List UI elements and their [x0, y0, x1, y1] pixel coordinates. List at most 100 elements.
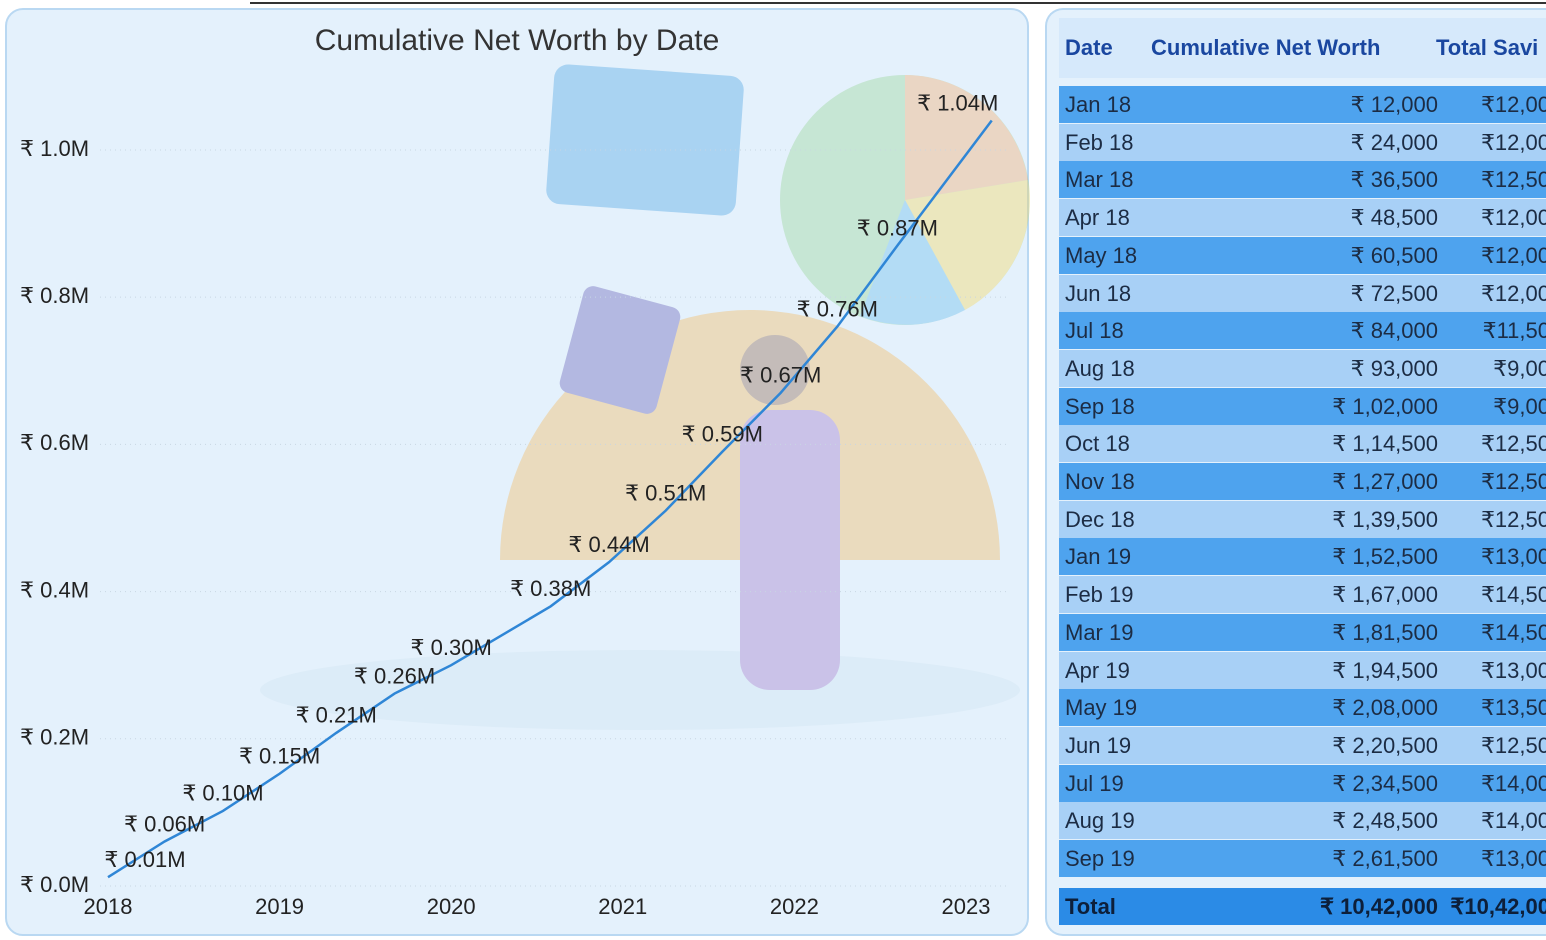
table-cell: Total [1065, 894, 1116, 919]
table-cell: ₹ 2,20,500 [1332, 732, 1438, 758]
table-cell: Aug 19 [1065, 808, 1135, 834]
table-cell: ₹12,00 [1480, 242, 1546, 268]
y-tick-label: ₹ 0.0M [20, 872, 89, 897]
table-row: Jan 18 ₹ 12,000 ₹12,00 [1059, 86, 1546, 123]
table-cell: ₹12,00 [1480, 129, 1546, 155]
table-cell: ₹ 1,02,000 [1332, 393, 1438, 419]
illustration-person [740, 410, 840, 690]
y-tick-label: ₹ 0.6M [20, 430, 89, 455]
data-label: ₹ 0.44M [568, 532, 649, 557]
data-label: ₹ 0.01M [104, 847, 185, 872]
table-row: Oct 18 ₹ 1,14,500 ₹12,50 [1059, 425, 1546, 463]
x-tick-label: 2022 [770, 894, 819, 919]
table-cell: ₹ 1,27,000 [1332, 469, 1438, 494]
table-cell: Mar 19 [1065, 619, 1134, 645]
table-cell: ₹12,50 [1480, 732, 1546, 758]
y-tick-label: ₹ 0.2M [20, 725, 89, 750]
table-cell: ₹ 2,61,500 [1332, 846, 1438, 871]
table-cell: ₹ 2,34,500 [1332, 770, 1438, 796]
y-tick-label: ₹ 0.8M [20, 283, 89, 308]
table-cell: ₹14,50 [1480, 619, 1546, 645]
table-cell: ₹12,50 [1480, 431, 1546, 457]
table-row: Mar 18 ₹ 36,500 ₹12,50 [1059, 161, 1546, 199]
table-cell: ₹11,50 [1482, 318, 1546, 344]
y-tick-label: ₹ 1.0M [20, 136, 89, 161]
table-cell: ₹ 1,52,500 [1332, 544, 1438, 570]
table-row: Aug 18 ₹ 93,000 ₹9,00 [1059, 349, 1546, 387]
illustration-pie-slice [905, 180, 1030, 310]
table-cell: ₹12,00 [1480, 205, 1546, 231]
table-cell: ₹9,00 [1493, 393, 1546, 419]
data-label: ₹ 0.51M [625, 480, 706, 505]
data-label: ₹ 0.26M [354, 663, 435, 688]
table-row: Total ₹ 10,42,000 ₹10,42,00 [1059, 888, 1546, 925]
table-cell: Jan 19 [1065, 544, 1132, 570]
table-cell: ₹13,00 [1480, 846, 1546, 871]
data-label: ₹ 0.38M [510, 576, 591, 601]
table-row: Nov 18 ₹ 1,27,000 ₹12,50 [1059, 463, 1546, 500]
table-cell: Oct 18 [1065, 431, 1130, 457]
illustration-card [546, 64, 744, 216]
table-cell: Sep 18 [1065, 393, 1135, 419]
table-row: May 19 ₹ 2,08,000 ₹13,50 [1059, 689, 1546, 727]
data-label: ₹ 0.06M [124, 811, 205, 836]
table-cell: ₹ 1,67,000 [1332, 582, 1438, 608]
table-cell: ₹ 1,14,500 [1332, 431, 1438, 457]
table-row: Apr 19 ₹ 1,94,500 ₹13,00 [1059, 651, 1546, 689]
table-cell: Apr 19 [1065, 657, 1130, 683]
data-label: ₹ 0.76M [797, 296, 878, 321]
table-cell: ₹12,50 [1480, 469, 1546, 494]
table-row: Jul 19 ₹ 2,34,500 ₹14,00 [1059, 764, 1546, 802]
table-cell: ₹12,50 [1480, 506, 1546, 532]
data-label: ₹ 0.67M [740, 363, 821, 388]
table-cell: Nov 18 [1065, 469, 1135, 494]
table-cell: Feb 18 [1065, 129, 1134, 155]
table-cell: ₹ 2,48,500 [1332, 808, 1438, 834]
table-cell: Jun 19 [1065, 732, 1132, 758]
line-series [107, 119, 993, 879]
illustration-pie [780, 75, 1030, 325]
table-cell: ₹14,00 [1480, 808, 1546, 834]
table-row: Sep 19 ₹ 2,61,500 ₹13,00 [1059, 840, 1546, 877]
illustration-head [740, 335, 810, 405]
x-tick-label: 2021 [598, 894, 647, 919]
illustration-calculator [559, 286, 681, 414]
table-cell: Dec 18 [1065, 506, 1135, 532]
table-cell: ₹14,50 [1480, 582, 1546, 608]
table-cell: ₹13,00 [1480, 544, 1546, 570]
table-cell: ₹13,50 [1480, 695, 1546, 721]
data-label: ₹ 1.04M [917, 90, 998, 115]
table-cell: May 18 [1065, 242, 1138, 268]
x-tick-label: 2020 [427, 894, 476, 919]
table-cell: Total Savi [1436, 35, 1539, 60]
table-cell: ₹ 93,000 [1350, 355, 1438, 381]
table-cell: ₹ 48,500 [1350, 205, 1438, 231]
table-cell: Jul 18 [1065, 318, 1124, 344]
table-row: Dec 18 ₹ 1,39,500 ₹12,50 [1059, 500, 1546, 538]
table-cell: Jun 18 [1065, 280, 1132, 306]
table-cell: ₹13,00 [1480, 657, 1546, 683]
table-cell: ₹ 1,94,500 [1332, 657, 1438, 683]
table-cell: Feb 19 [1065, 582, 1134, 608]
table-cell: Apr 18 [1065, 205, 1130, 231]
table-cell: Mar 18 [1065, 167, 1134, 193]
table-row: Apr 18 ₹ 48,500 ₹12,00 [1059, 199, 1546, 237]
table-cell: ₹12,00 [1480, 92, 1546, 117]
table-row: Feb 19 ₹ 1,67,000 ₹14,50 [1059, 576, 1546, 614]
illustration-pie-slice [860, 200, 965, 325]
illustration-sun [500, 310, 1000, 560]
table-row: Aug 19 ₹ 2,48,500 ₹14,00 [1059, 802, 1546, 840]
table-cell: ₹ 12,000 [1350, 92, 1438, 117]
table-cell: ₹ 24,000 [1350, 129, 1438, 155]
table-cell: Jul 19 [1065, 770, 1124, 796]
table-cell: ₹ 60,500 [1350, 242, 1438, 268]
table-row: Jun 18 ₹ 72,500 ₹12,00 [1059, 274, 1546, 312]
background-illustration [260, 64, 1030, 730]
table-row: Jul 18 ₹ 84,000 ₹11,50 [1059, 312, 1546, 350]
table-cell: ₹ 1,81,500 [1332, 619, 1438, 645]
chart: Cumulative Net Worth by Date ₹ 0.0M ₹ 0.2… [20, 24, 1030, 919]
table-cell: May 19 [1065, 695, 1138, 721]
y-tick-label: ₹ 0.4M [20, 577, 89, 602]
data-label: ₹ 0.21M [296, 703, 377, 728]
